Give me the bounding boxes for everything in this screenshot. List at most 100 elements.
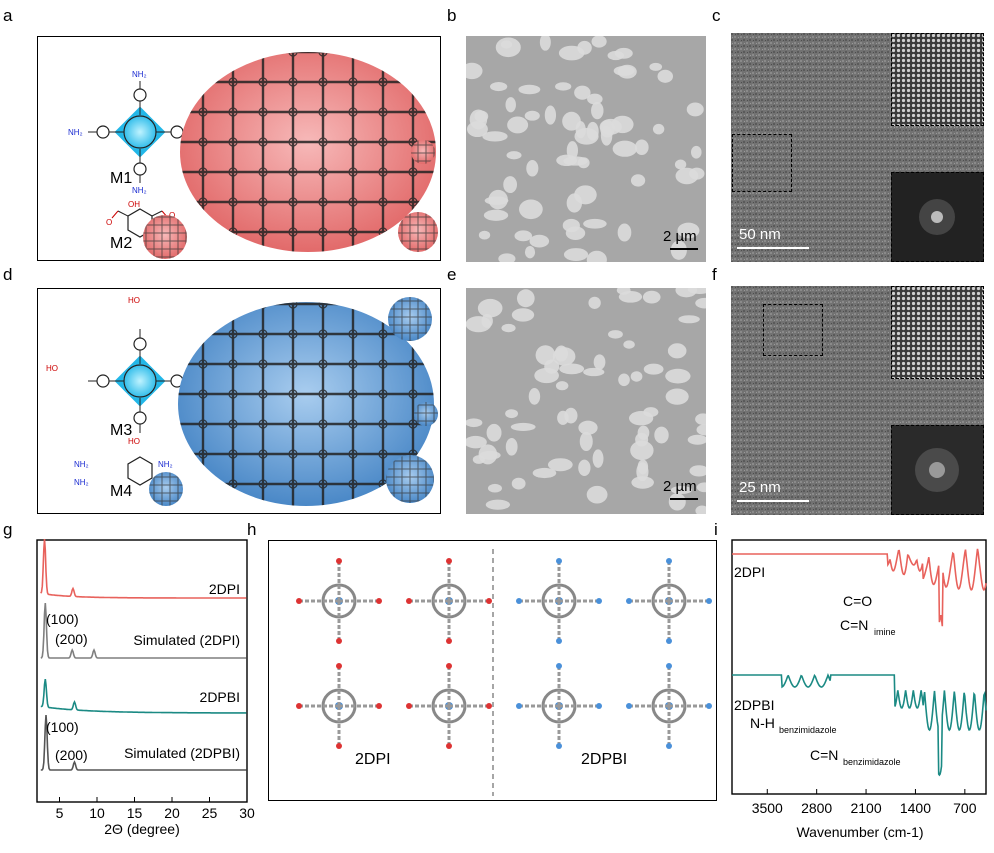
sem-particle (466, 418, 483, 428)
tem-zoom-box-c (732, 134, 792, 192)
xrd-chart: 5 10 15 20 25 30 2DPI Simulated (2DPI) 2DPBI … (36, 538, 255, 837)
m1-nh2-top: NH₂ (132, 70, 147, 79)
tem-inset-fft-c (891, 172, 984, 262)
sem-particle (565, 226, 586, 240)
framework-label-2dpi: 2DPI (355, 751, 391, 768)
framework-end-atom (626, 703, 632, 709)
sem-particle (544, 105, 557, 125)
ftir-axes-frame (731, 539, 987, 795)
sem-particle (539, 36, 551, 51)
m4-nh2-bl: NH₂ (74, 478, 89, 487)
panel-a-schematic: NH₂ NH₂ NH₂ NH₂ OH OH O O M1 M2 (37, 36, 488, 261)
sem-particle (574, 185, 597, 205)
framework-end-atom (446, 743, 452, 749)
scale-label-f: 25 nm (739, 479, 781, 496)
tem-inset-fft-f (891, 425, 984, 515)
ftir-x-tick-label: 2800 (801, 800, 832, 816)
sem-particle (503, 176, 517, 194)
sem-particle (593, 354, 606, 370)
xrd-series-label-3: Simulated (2DPBI) (124, 745, 240, 761)
m2-structure (111, 208, 169, 238)
framework-end-atom (556, 743, 562, 749)
scale-bar-c (737, 247, 809, 249)
ftir-x-tick-label: 3500 (752, 800, 783, 816)
framework-end-atom (706, 703, 712, 709)
m4-nh2-tl: NH₂ (74, 460, 89, 469)
framework-end-atom (486, 703, 492, 709)
ftir-series-line (732, 673, 987, 777)
tem-inset-lattice-c (891, 33, 984, 126)
sem-particle (510, 422, 536, 431)
m3-cooh-left: HO (46, 364, 58, 373)
sem-particle (607, 50, 624, 61)
scale-label-c: 50 nm (739, 226, 781, 243)
m2-o-left: O (106, 218, 112, 227)
panel-a-illustration: NH₂ NH₂ NH₂ NH₂ OH OH O O (68, 52, 488, 259)
sem-particle (617, 223, 632, 242)
framework-label-2dpbi: 2DPBI (581, 751, 628, 768)
ftir-annot-nh: N-H (750, 715, 775, 731)
framework-end-atom (336, 663, 342, 669)
panel-f-tem-image: 25 nm (731, 286, 984, 515)
sem-particle (689, 167, 705, 180)
framework-end-atom (556, 663, 562, 669)
xrd-series-line (40, 538, 247, 599)
scale-bar-f (737, 500, 809, 502)
ftir-series-line (732, 548, 987, 627)
framework-end-atom (336, 638, 342, 644)
xrd-x-tick-label: 10 (89, 805, 105, 821)
sem-particle (654, 426, 669, 444)
sem-particle (618, 290, 643, 303)
sem-particle (591, 102, 604, 120)
xrd-annot-3: (200) (55, 747, 88, 763)
sem-particle (486, 423, 502, 442)
framework-illustration (296, 549, 712, 796)
m3-porphyrin-structure (88, 329, 192, 433)
panel-label-b: b (447, 6, 457, 25)
framework-end-atom (556, 558, 562, 564)
sem-particle (608, 330, 623, 339)
sem-particle (511, 308, 535, 322)
sem-particle (674, 159, 687, 170)
sem-particles-b (466, 36, 705, 262)
framework-end-atom (666, 663, 672, 669)
sem-particle (588, 296, 601, 309)
ftir-annot-cn-bi-sub: benzimidazole (843, 757, 901, 767)
xrd-series-label-1: Simulated (2DPI) (133, 632, 240, 648)
framework-end-atom (406, 598, 412, 604)
scale-bar-b (670, 248, 698, 250)
sem-particle (518, 84, 541, 95)
tem-texture-f (731, 286, 984, 515)
panel-d-schematic: HO HO HO HO NH₂ NH₂ NH₂ NH₂ M3 M4 (37, 288, 441, 514)
sem-particle (637, 459, 649, 475)
sem-particle (600, 125, 613, 146)
framework-end-atom (596, 598, 602, 604)
sem-particle (686, 102, 704, 117)
sem-particle (563, 248, 589, 262)
sem-particle (583, 367, 605, 377)
sem-particle (557, 410, 569, 425)
sem-particle (529, 234, 550, 248)
sem-particle (500, 40, 513, 49)
framework-end-atom (336, 558, 342, 564)
sem-particle (649, 62, 663, 71)
sem-particle (687, 434, 706, 445)
sem-particle (579, 431, 593, 452)
tem-zoom-box-f (763, 304, 823, 356)
ftir-chart: 3500 2800 2100 1400 700 2DPI 2DPBI C=O C=N i… (731, 539, 987, 840)
panel-b-sem-image: 2 µm (466, 36, 706, 262)
panel-label-e: e (447, 265, 457, 284)
m3-cooh-top: HO (128, 296, 140, 305)
m1-nh2-left: NH₂ (68, 128, 83, 137)
xrd-series-line (40, 602, 247, 659)
xrd-xlabel: 2Θ (degree) (104, 821, 179, 837)
sem-particle (478, 444, 498, 465)
ftir-annot-cn-imine: C=N (840, 617, 868, 633)
sem-particle (574, 128, 599, 145)
sem-particle (695, 297, 706, 309)
m4-structure (127, 456, 153, 486)
sem-particle (555, 82, 572, 91)
sem-particle (670, 485, 693, 494)
xrd-x-tick-label: 5 (56, 805, 64, 821)
framework-end-atom (666, 558, 672, 564)
